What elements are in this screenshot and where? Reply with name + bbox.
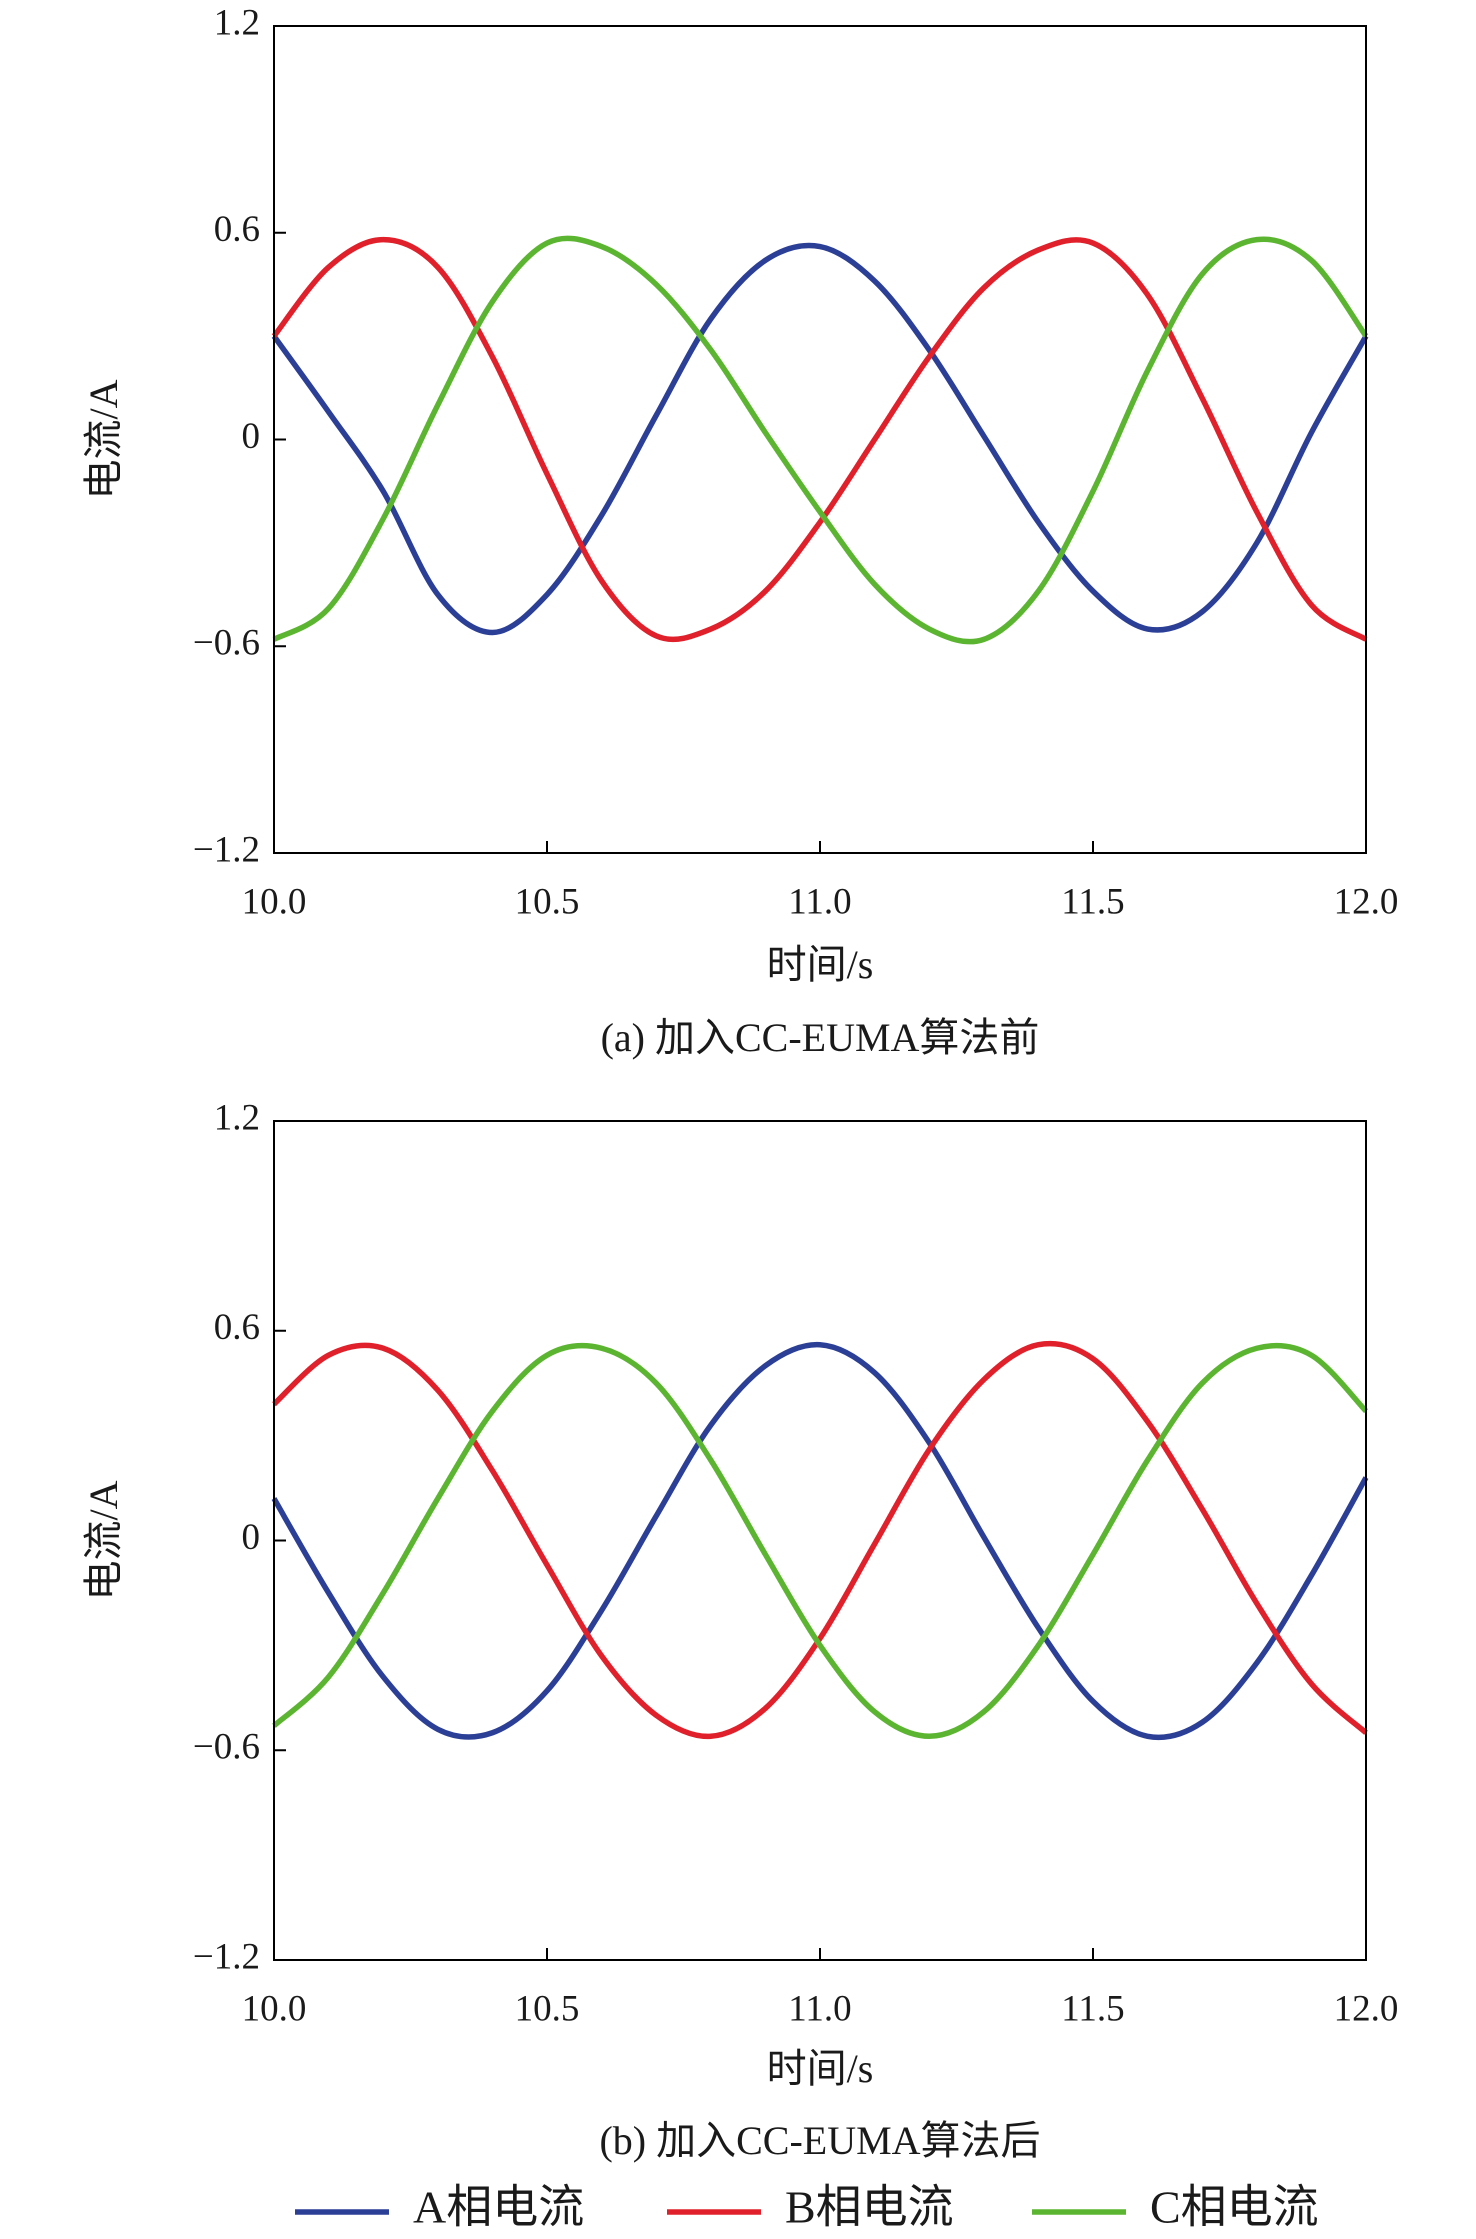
legend-label: C相电流 [1150, 2182, 1319, 2233]
x-tick-label: 12.0 [1334, 881, 1399, 922]
x-tick-label: 12.0 [1334, 1988, 1399, 2029]
y-tick-label: 0 [242, 1517, 261, 1558]
x-tick-label: 11.0 [788, 1988, 851, 2029]
y-tick-label: 0.6 [214, 209, 260, 250]
x-tick-label: 11.5 [1061, 1988, 1124, 2029]
series-line [272, 1340, 1368, 1740]
y-tick-label: −1.2 [193, 829, 260, 870]
x-axis-label: 时间/s [767, 942, 874, 987]
legend-label: A相电流 [413, 2182, 584, 2233]
y-tick-label: 1.2 [214, 1097, 260, 1138]
series-line [272, 1342, 1369, 1740]
x-tick-label: 10.0 [242, 1988, 307, 2029]
legend-label: B相电流 [785, 2182, 954, 2233]
plot-frame [273, 25, 1367, 854]
x-tick-label: 10.5 [515, 881, 580, 922]
y-tick-label: −1.2 [193, 1936, 260, 1977]
y-tick-label: 0 [242, 416, 261, 457]
series-line [271, 236, 1368, 643]
x-tick-label: 11.0 [788, 881, 851, 922]
y-tick-label: −0.6 [193, 623, 260, 664]
plot-frame [273, 1120, 1367, 1961]
x-tick-label: 11.5 [1061, 881, 1124, 922]
y-axis-label: 电流/A [81, 379, 126, 499]
y-tick-label: 0.6 [214, 1307, 260, 1348]
y-tick-label: 1.2 [214, 2, 260, 43]
caption: (a) 加入CC-EUMA算法前 [601, 1015, 1040, 1060]
y-tick-label: −0.6 [193, 1727, 260, 1768]
x-tick-label: 10.5 [515, 1988, 580, 2029]
series-line [272, 235, 1369, 645]
caption: (b) 加入CC-EUMA算法后 [599, 2118, 1040, 2163]
series-line [271, 242, 1369, 636]
x-tick-label: 10.0 [242, 881, 307, 922]
y-axis-label: 电流/A [81, 1480, 126, 1600]
x-axis-label: 时间/s [767, 2046, 874, 2091]
series-line [271, 1341, 1369, 1741]
